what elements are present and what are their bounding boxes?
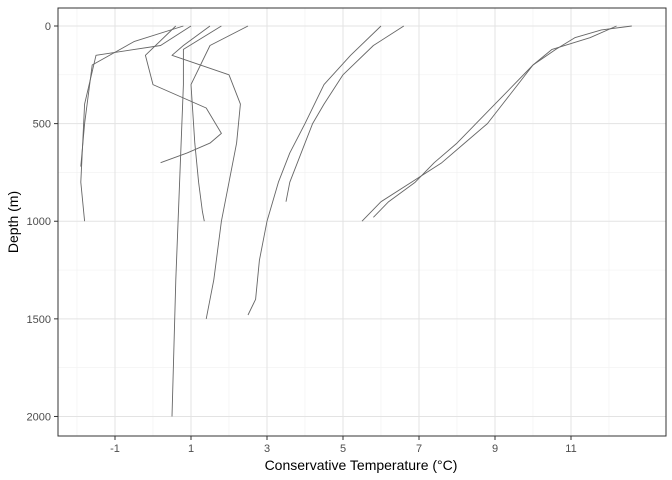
y-axis-ticks: 0 500 1000 1500 2000	[27, 21, 58, 423]
x-axis-title: Conservative Temperature (°C)	[265, 457, 458, 473]
x-tick-label: 9	[492, 443, 498, 455]
x-tick-label: 7	[416, 443, 422, 455]
grid-lines	[58, 8, 666, 436]
plot-panel-border	[57, 7, 667, 437]
temperature-profile-line	[373, 25, 632, 218]
y-tick-label: 500	[33, 119, 51, 131]
x-tick-label: 1	[188, 443, 194, 455]
x-tick-label: -1	[110, 443, 120, 455]
x-tick-label: 5	[340, 443, 346, 455]
temperature-profile-line	[247, 25, 382, 316]
x-tick-label: 11	[565, 443, 576, 455]
temperature-profile-line	[171, 25, 241, 319]
temperature-profile-line	[171, 25, 222, 417]
temperature-profile-line	[361, 25, 617, 222]
x-tick-label: 3	[264, 443, 270, 455]
temperature-profile-line	[144, 25, 222, 164]
y-tick-label: 1000	[27, 216, 51, 228]
y-tick-label: 2000	[27, 411, 51, 423]
temperature-profile-line	[190, 25, 249, 222]
y-axis-title: Depth (m)	[5, 191, 21, 253]
temperature-profile-line	[80, 25, 184, 167]
temperature-profile-line	[285, 25, 405, 202]
y-tick-label: 0	[45, 21, 51, 33]
y-tick-label: 1500	[27, 314, 51, 326]
x-axis-ticks: -1 1 3 5 7 9 11	[110, 436, 577, 455]
plot-panel	[58, 8, 666, 436]
profile-lines	[80, 25, 632, 417]
